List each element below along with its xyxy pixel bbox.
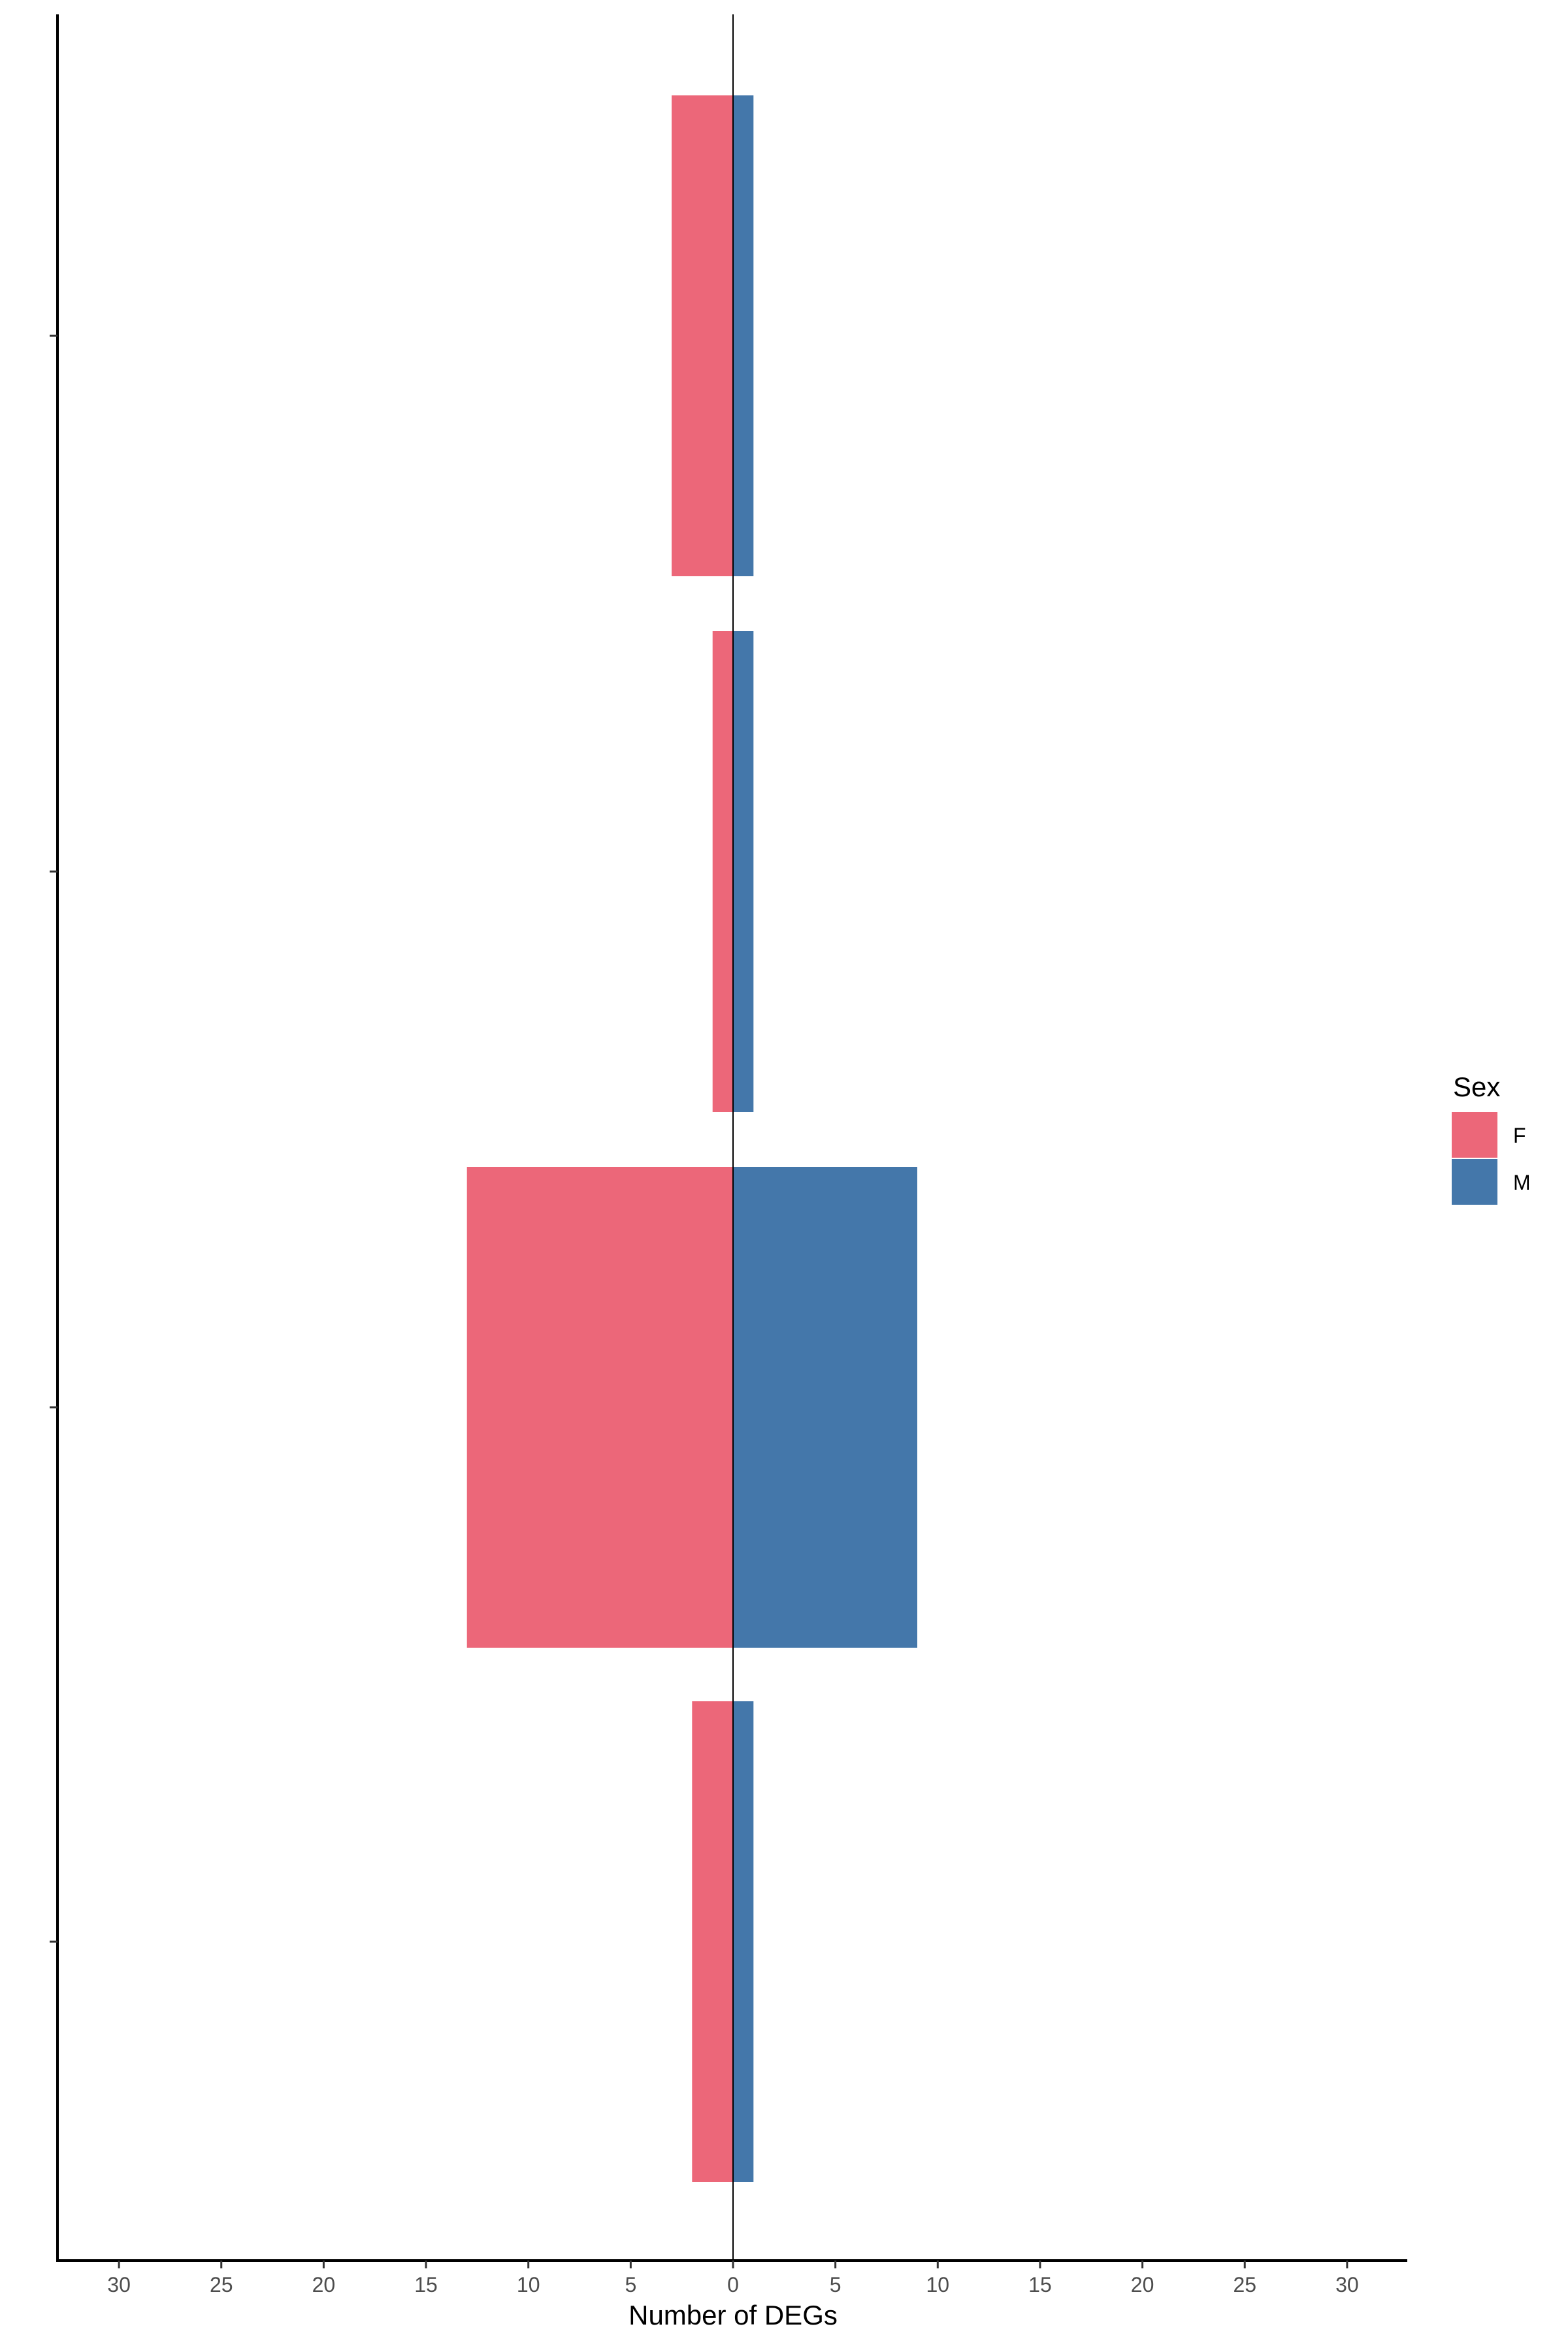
y-axis-ticks bbox=[50, 335, 57, 1943]
bar-f-1 bbox=[692, 1701, 733, 2182]
x-tick-label: 25 bbox=[210, 2273, 233, 2296]
bar-m-3 bbox=[733, 631, 754, 1112]
x-tick-label: 15 bbox=[414, 2273, 438, 2296]
legend: Sex FM bbox=[1452, 1071, 1531, 1205]
x-tick-label: 10 bbox=[926, 2273, 950, 2296]
x-axis-ticks: 30 25 20 15 10 5 0 5 10 15 20 25 30 bbox=[107, 2261, 1359, 2296]
legend-key-f bbox=[1452, 1112, 1497, 1158]
bar-m-4 bbox=[733, 95, 754, 576]
x-tick-label: 5 bbox=[625, 2273, 636, 2296]
x-tick-label: 30 bbox=[1335, 2273, 1359, 2296]
bars-layer bbox=[466, 95, 917, 2182]
x-tick-label: 30 bbox=[107, 2273, 131, 2296]
legend-label-m: M bbox=[1513, 1171, 1531, 1194]
x-axis-title: Number of DEGs bbox=[629, 2300, 838, 2330]
bar-f-4 bbox=[672, 95, 733, 576]
legend-title: Sex bbox=[1453, 1071, 1500, 1102]
x-tick-label: 5 bbox=[830, 2273, 841, 2296]
bar-f-3 bbox=[712, 631, 733, 1112]
x-tick-label: 10 bbox=[517, 2273, 540, 2296]
axes-layer bbox=[56, 14, 1407, 2262]
bar-m-1 bbox=[733, 1701, 754, 2182]
legend-key-m bbox=[1452, 1159, 1497, 1205]
legend-label-f: F bbox=[1513, 1124, 1526, 1147]
legend-items: FM bbox=[1452, 1112, 1531, 1205]
x-tick-label: 25 bbox=[1233, 2273, 1256, 2296]
x-tick-label: 20 bbox=[312, 2273, 336, 2296]
x-tick-label: 20 bbox=[1131, 2273, 1154, 2296]
x-tick-label: 15 bbox=[1028, 2273, 1052, 2296]
bar-f-2 bbox=[466, 1167, 733, 1648]
x-tick-label: 0 bbox=[727, 2273, 739, 2296]
bar-m-2 bbox=[733, 1167, 917, 1648]
